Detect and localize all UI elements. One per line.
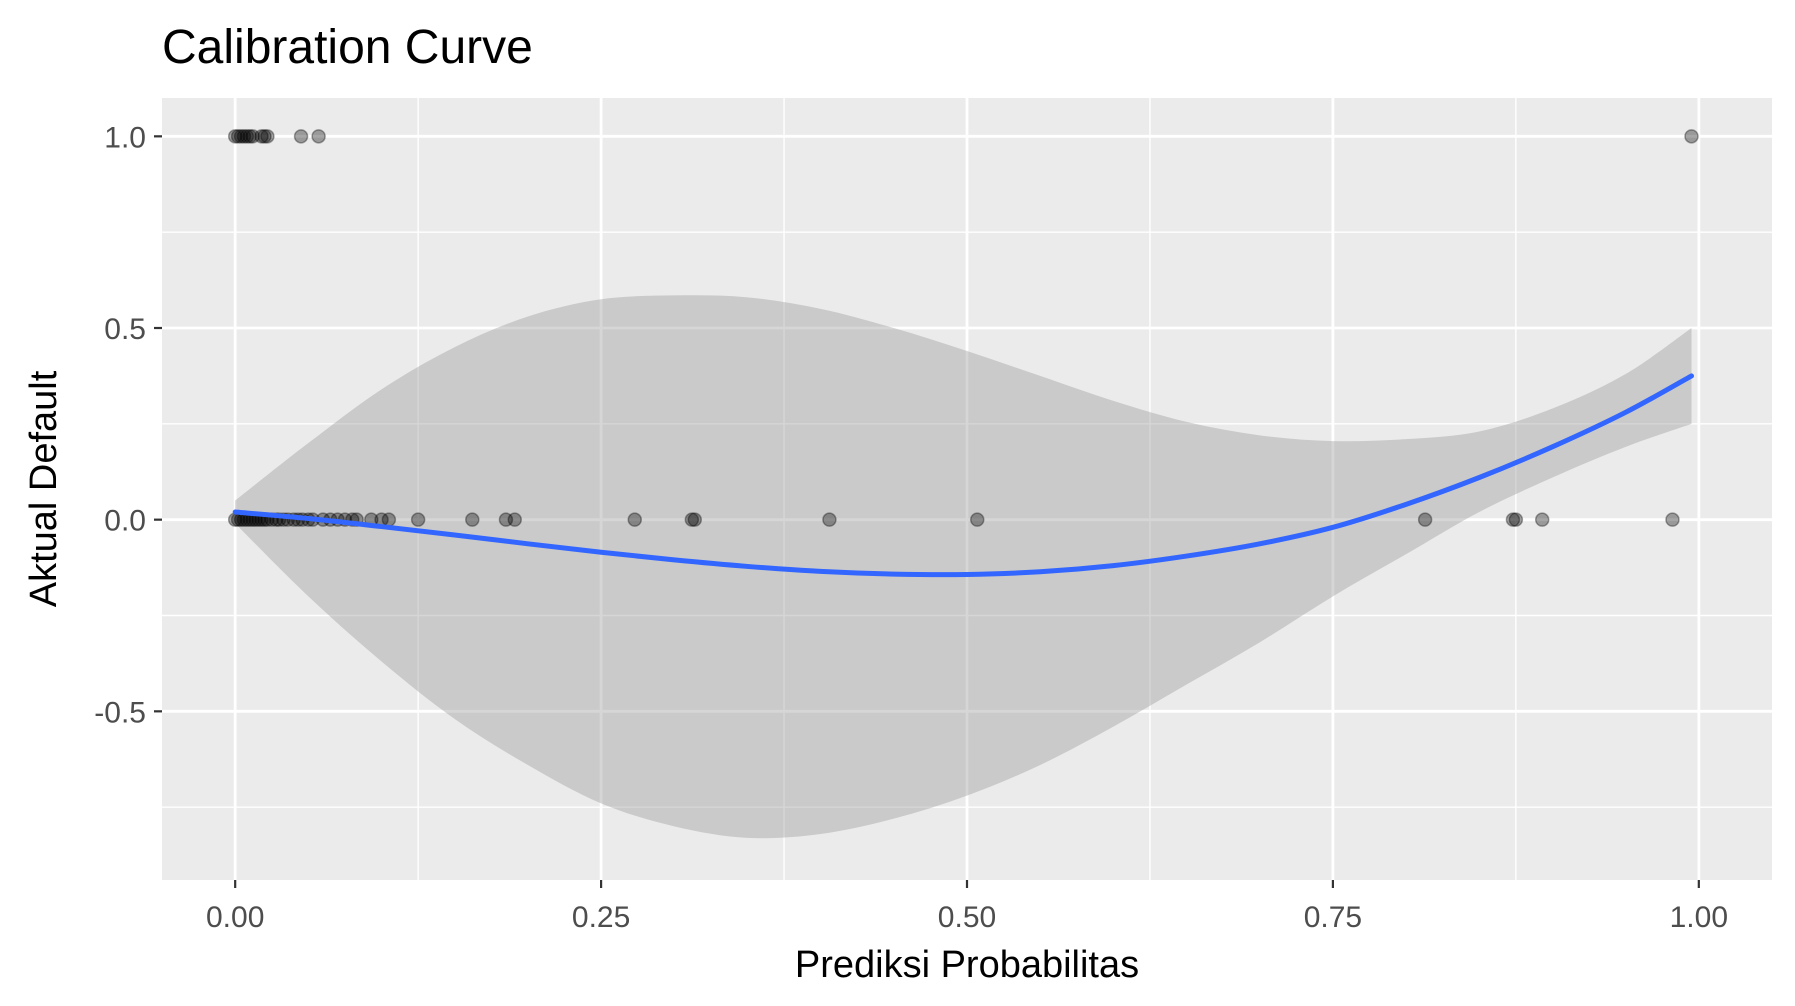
data-point — [969, 512, 985, 527]
data-point — [239, 129, 255, 144]
data-point — [1534, 512, 1550, 527]
x-tick-label: 0.25 — [572, 901, 630, 934]
data-point — [684, 512, 700, 527]
confidence-band-layer — [235, 295, 1692, 839]
y-tick-label: -0.5 — [94, 696, 146, 729]
data-point — [1417, 512, 1433, 527]
x-tick-label: 1.00 — [1670, 901, 1728, 934]
data-point — [1505, 512, 1521, 527]
chart-title: Calibration Curve — [162, 21, 533, 74]
y-tick-label: 0.5 — [104, 313, 146, 346]
data-point — [293, 129, 309, 144]
data-point — [233, 129, 249, 144]
data-point — [227, 129, 243, 144]
x-tick-label: 0.00 — [206, 901, 264, 934]
smooth-line — [232, 373, 1694, 578]
x-axis-ticks: 0.00 0.25 0.50 0.75 1.00 — [206, 880, 1728, 934]
y-tick-label: 0.0 — [104, 505, 146, 538]
x-tick-label: 0.50 — [938, 901, 996, 934]
data-point — [381, 512, 397, 527]
data-point — [498, 512, 514, 527]
data-point — [1665, 512, 1680, 527]
data-point — [1684, 129, 1699, 144]
data-point — [627, 512, 643, 527]
data-point — [507, 512, 522, 527]
y-axis-ticks: -0.5 0.0 0.5 1.0 — [94, 121, 162, 729]
data-point — [260, 129, 275, 144]
confidence-band — [235, 295, 1692, 839]
data-point — [410, 512, 426, 527]
data-point — [465, 512, 480, 527]
data-point — [257, 129, 272, 144]
data-point — [687, 512, 703, 527]
data-point — [254, 129, 269, 144]
x-tick-label: 0.75 — [1304, 901, 1362, 934]
y-axis-title: Aktual Default — [23, 370, 65, 607]
data-point — [822, 512, 837, 527]
smooth-line-layer — [232, 373, 1694, 578]
data-point — [230, 129, 246, 144]
data-point — [311, 129, 326, 144]
data-point — [245, 129, 260, 144]
data-point — [242, 129, 258, 144]
x-axis-title: Prediksi Probabilitas — [795, 944, 1139, 986]
y-tick-label: 1.0 — [104, 121, 146, 154]
major-gridlines — [162, 98, 1772, 880]
data-point — [236, 129, 252, 144]
data-point — [1508, 512, 1524, 527]
